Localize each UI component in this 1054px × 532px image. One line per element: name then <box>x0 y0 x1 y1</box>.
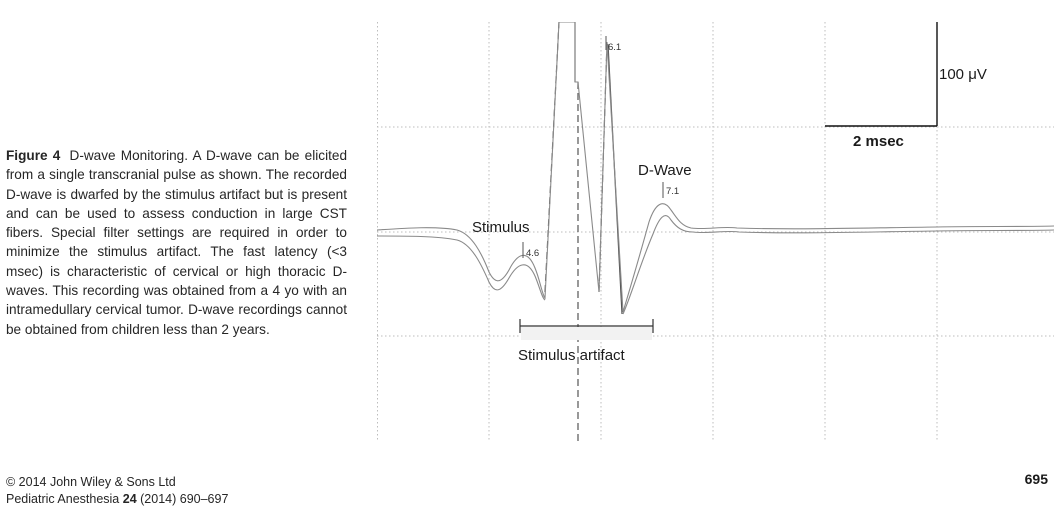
journal-citation: (2014) 690–697 <box>140 492 229 506</box>
stimulus-artifact-label: Stimulus artifact <box>518 347 626 364</box>
d-wave-recording-plot: 4.6 6.1 7.1 Stimulus D-Wave Stimulus art… <box>377 22 1054 442</box>
trace-1 <box>377 22 1054 313</box>
journal-volume: 24 <box>122 492 137 506</box>
stimulus-latency-label: 4.6 <box>526 248 539 259</box>
figure-label: Figure 4 <box>6 148 61 163</box>
d-wave-label: D-Wave <box>638 162 692 179</box>
evoked-traces <box>377 22 1054 315</box>
citation-line: Pediatric Anesthesia 24 (2014) 690–697 <box>6 491 228 508</box>
latency-markers <box>522 36 664 258</box>
scale-bar-amplitude-label: 100 μV <box>939 66 987 83</box>
artifact-bracket <box>519 319 654 333</box>
artifact-bracket-fill <box>521 327 652 340</box>
d-wave-latency-label: 7.1 <box>666 186 679 197</box>
page-footer: © 2014 John Wiley & Sons Ltd Pediatric A… <box>6 474 228 508</box>
plot-grid <box>377 22 1054 442</box>
artifact-latency-label: 6.1 <box>608 42 621 53</box>
copyright-line: © 2014 John Wiley & Sons Ltd <box>6 475 176 489</box>
figure-caption: Figure 4 D-wave Monitoring. A D-wave can… <box>6 146 347 339</box>
stimulus-label: Stimulus <box>472 219 530 236</box>
figure-caption-text: D-wave Monitoring. A D-wave can be elici… <box>6 148 347 337</box>
trace-2 <box>377 215 1054 315</box>
d-wave-recording-figure: 4.6 6.1 7.1 Stimulus D-Wave Stimulus art… <box>377 22 1054 442</box>
journal-name: Pediatric Anesthesia <box>6 492 120 506</box>
scale-bar-time-label: 2 msec <box>853 133 904 150</box>
page-number: 695 <box>1024 471 1048 487</box>
scale-bar <box>825 22 938 127</box>
